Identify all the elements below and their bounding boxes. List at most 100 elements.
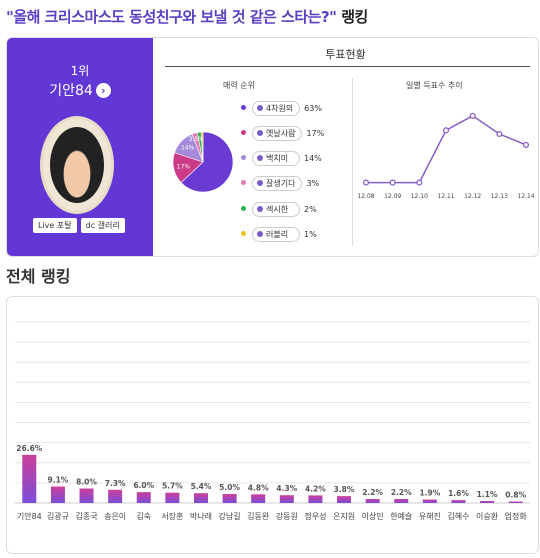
legend-percent: 2% [304,205,317,214]
bar-category-label: 강동원 [276,511,298,521]
live-portal-button[interactable]: Live 포탈 [33,218,77,233]
legend-pill[interactable]: 백치미 [252,151,300,166]
bar [136,492,151,503]
bar-category-label: 이상민 [362,511,384,521]
bar-category-label: 김숙 [136,511,151,521]
bar-category-label: 박나래 [190,511,212,521]
legend-dot [241,155,246,160]
bar-category-label: 정우성 [304,511,326,521]
legend-percent: 3% [306,179,320,188]
bar [279,495,294,503]
winner-name-row[interactable]: 기안84 › [7,80,153,100]
dc-gallery-button[interactable]: dc 갤러리 [80,218,125,233]
page-title: "올해 크리스마스도 동성친구와 보낼 것 같은 스타는?" 랭킹 [6,6,368,27]
bar-value-label: 5.0% [219,483,240,492]
title-question: "올해 크리스마스도 동성친구와 보낼 것 같은 스타는?" [6,8,337,26]
legend-pill[interactable]: 잘생기다 [252,176,303,191]
bar [222,493,237,503]
bar-value-label: 7.3% [105,479,126,488]
section-title: 전체 랭킹 [6,267,71,286]
bar-category-label: 김동완 [247,511,270,521]
bar [394,499,409,503]
bar [422,499,437,503]
heart-icon [257,130,263,136]
bar-category-label: 은지원 [333,512,355,521]
bar-category-label: 강남길 [219,511,241,521]
bar [108,489,123,503]
legend-percent: 63% [304,104,322,113]
bar-category-label: 한예슬 [390,511,412,521]
bar-value-label: 4.8% [248,483,269,492]
x-tick-label: 12.13 [491,193,508,200]
heart-icon [257,180,263,186]
legend-item[interactable]: 옛날사람 17% [241,126,324,141]
bar-value-label: 5.7% [162,482,183,491]
bar [22,454,37,503]
x-tick-label: 12.14 [517,193,534,200]
legend-item[interactable]: 섹시한 2% [241,202,317,217]
heart-icon [257,206,263,212]
legend-item[interactable]: 러블리 1% [241,227,317,242]
bar-value-label: 2.2% [362,488,383,497]
bar [480,501,495,503]
winner-photo [50,127,104,203]
bar [451,500,466,503]
winner-rank: 1위 [70,64,90,78]
bar-value-label: 8.0% [76,478,97,487]
legend-label: 섹시한 [266,205,289,214]
bar [165,492,180,503]
bar-category-label: 서장훈 [161,511,183,521]
legend-item[interactable]: 4차원의 63% [241,101,322,116]
bar-value-label: 4.2% [305,484,326,493]
title-suffix: 랭킹 [341,8,368,26]
vote-separator [352,78,353,246]
bar-value-label: 2.2% [391,488,412,497]
bar-value-label: 3.8% [334,485,355,494]
line-point [442,127,450,134]
bar-category-label: 유해진 [419,511,441,521]
legend-percent: 14% [304,154,322,163]
line-series [366,114,527,184]
winner-name[interactable]: 기안84 [49,83,93,99]
bar [337,496,352,503]
charm-pie-chart: 17% 14% 3.5% [172,131,234,193]
bar-category-label: 김광규 [47,511,69,521]
legend-dot [241,105,246,110]
pie-slice [200,131,204,163]
chevron-right-icon[interactable]: › [95,83,111,98]
bar [308,495,323,503]
legend-item[interactable]: 잘생기다 3% [241,176,319,191]
pie-data-label: 17% [177,163,191,170]
legend-pill[interactable]: 4차원의 [252,101,301,116]
heart-icon [257,105,263,111]
bar-category-label: 김종국 [75,511,97,521]
daily-votes-title: 일별 득표수 추이 [406,81,463,90]
bar-value-label: 1.6% [448,489,469,498]
vote-divider [165,66,530,67]
x-tick-label: 12.11 [437,193,454,200]
winner-buttons: Live 포탈 dc 갤러리 [33,218,129,233]
legend-pill[interactable]: 러블리 [252,227,300,242]
mirror-frame [40,116,114,214]
x-tick-label: 12.12 [464,193,481,200]
vote-panel: 1위 기안84 › Live 포탈 dc 갤러리 투표현황 매력 순위 일별 득표수… [6,37,539,257]
bar-category-label: 이승환 [476,511,499,521]
bar [508,501,523,503]
x-tick-label: 12.08 [357,193,374,200]
bar [50,486,65,503]
legend-label: 잘생기다 [266,179,296,188]
bar-category-label: 기안84 [17,511,42,521]
line-point [496,130,503,138]
legend-label: 4차원의 [266,104,294,113]
line-point [389,179,396,186]
bar-value-label: 1.1% [477,490,498,499]
x-tick-label: 12.09 [384,193,401,200]
legend-pill[interactable]: 섹시한 [252,202,300,217]
legend-dot [241,231,246,236]
bar-category-label: 송은이 [104,511,126,521]
pie-slice [180,131,234,193]
line-point [522,141,530,148]
bar-value-label: 0.8% [505,491,526,500]
legend-pill[interactable]: 옛날사람 [252,126,303,141]
legend-item[interactable]: 백치미 14% [241,151,322,166]
